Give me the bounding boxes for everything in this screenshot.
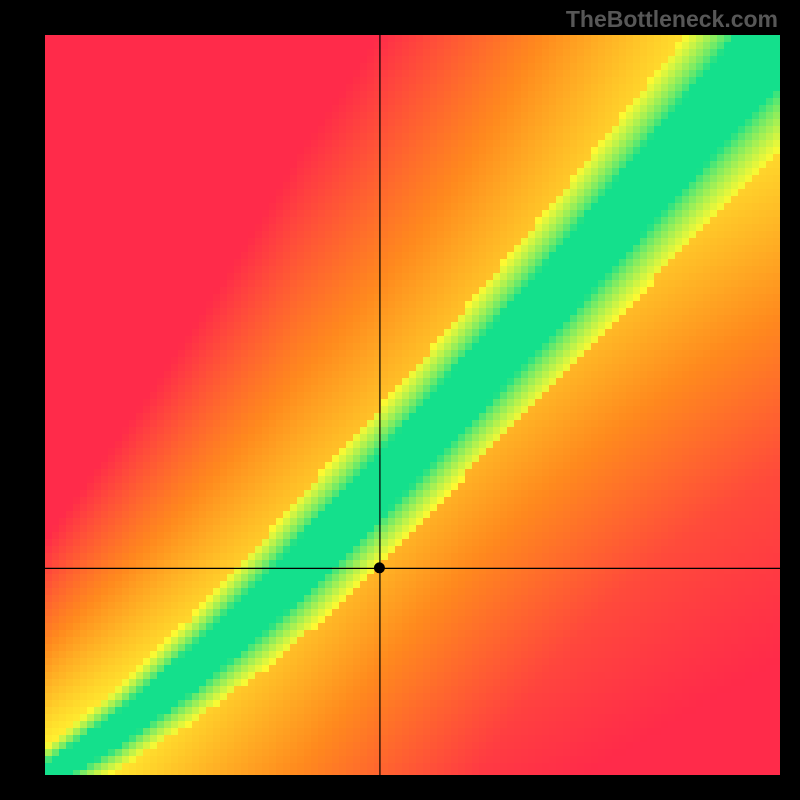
watermark-text: TheBottleneck.com <box>566 6 778 33</box>
crosshair-overlay <box>45 35 780 775</box>
chart-container: { "watermark": { "text": "TheBottleneck.… <box>0 0 800 800</box>
